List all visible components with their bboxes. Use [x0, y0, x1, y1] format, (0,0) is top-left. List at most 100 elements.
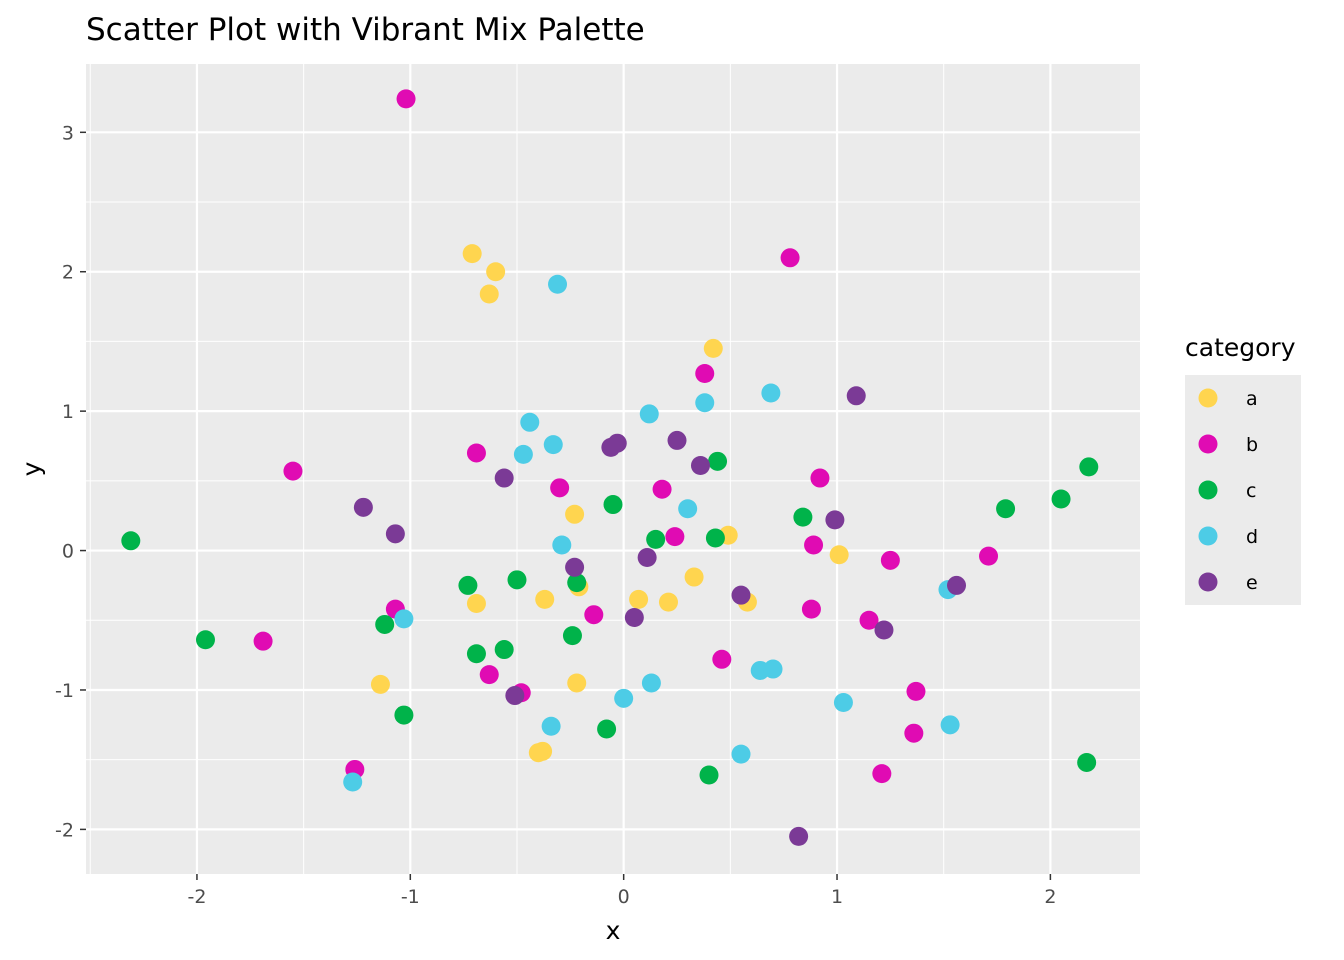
plot-panel	[86, 64, 1140, 874]
data-point-c	[708, 451, 728, 471]
data-point-b	[859, 610, 879, 630]
data-point-e	[731, 585, 751, 605]
data-point-c	[494, 640, 514, 660]
data-point-c	[603, 495, 623, 515]
data-point-e	[874, 620, 894, 640]
y-axis-title: y	[17, 461, 46, 476]
legend-label-e: e	[1246, 572, 1258, 594]
data-point-d	[763, 659, 783, 679]
data-point-c	[597, 719, 617, 739]
data-point-b	[652, 479, 672, 499]
x-tick-label: 0	[618, 886, 630, 908]
data-point-a	[829, 545, 849, 565]
y-tick-label: 2	[62, 262, 74, 284]
data-point-b	[584, 605, 604, 625]
legend-key-d	[1198, 526, 1218, 546]
data-point-a	[658, 592, 678, 612]
data-point-e	[624, 607, 644, 627]
data-point-b	[872, 764, 892, 784]
data-point-e	[505, 686, 525, 706]
data-point-e	[846, 386, 866, 406]
data-point-b	[804, 535, 824, 555]
data-point-d	[541, 716, 561, 736]
legend-key-b	[1198, 434, 1218, 454]
data-point-e	[825, 510, 845, 530]
data-point-c	[394, 705, 414, 725]
y-tick-label: 1	[62, 401, 74, 423]
data-point-c	[507, 570, 527, 590]
legend-label-c: c	[1246, 480, 1256, 502]
data-point-b	[780, 248, 800, 268]
data-points	[121, 89, 1099, 846]
data-point-e	[353, 497, 373, 517]
data-point-c	[1077, 752, 1097, 772]
legend: category a b c d e	[1185, 333, 1301, 605]
data-point-e	[607, 433, 627, 453]
legend-label-b: b	[1246, 434, 1258, 456]
data-point-e	[690, 456, 710, 476]
data-point-a	[370, 674, 390, 694]
data-point-a	[567, 673, 587, 693]
data-point-d	[695, 393, 715, 413]
legend-key-c	[1198, 480, 1218, 500]
data-point-b	[283, 461, 303, 481]
x-axis: -2 -1 0 1 2	[187, 874, 1056, 908]
y-tick-label: 0	[62, 541, 74, 563]
legend-key-a	[1198, 388, 1218, 408]
data-point-d	[731, 744, 751, 764]
x-tick-label: -2	[187, 886, 206, 908]
data-point-d	[833, 693, 853, 713]
data-point-c	[1051, 489, 1071, 509]
data-point-a	[535, 589, 555, 609]
x-tick-label: 1	[831, 886, 843, 908]
data-point-d	[614, 688, 634, 708]
data-point-c	[699, 765, 719, 785]
y-tick-label: -1	[55, 680, 74, 702]
data-point-c	[1079, 457, 1099, 477]
data-point-e	[385, 524, 405, 544]
data-point-d	[343, 772, 363, 792]
legend-label-d: d	[1246, 526, 1258, 548]
data-point-d	[394, 609, 414, 629]
data-point-e	[637, 548, 657, 568]
x-tick-label: -1	[401, 886, 420, 908]
data-point-c	[793, 507, 813, 527]
data-point-b	[479, 665, 499, 685]
legend-title: category	[1185, 333, 1296, 362]
data-point-e	[494, 468, 514, 488]
data-point-c	[121, 531, 141, 551]
data-point-d	[641, 673, 661, 693]
data-point-d	[678, 499, 698, 519]
data-point-b	[880, 550, 900, 570]
y-tick-label: -2	[55, 819, 74, 841]
data-point-b	[712, 649, 732, 669]
data-point-b	[695, 364, 715, 384]
data-point-e	[789, 826, 809, 846]
data-point-b	[904, 723, 924, 743]
data-point-d	[520, 412, 540, 432]
data-point-b	[906, 681, 926, 701]
data-point-c	[567, 573, 587, 593]
data-point-b	[466, 443, 486, 463]
data-point-c	[195, 630, 215, 650]
data-point-a	[565, 504, 585, 524]
data-point-b	[810, 468, 830, 488]
data-point-b	[396, 89, 416, 109]
data-point-d	[940, 715, 960, 735]
data-point-c	[996, 499, 1016, 519]
y-tick-label: 3	[62, 122, 74, 144]
x-tick-label: 2	[1044, 886, 1056, 908]
data-point-e	[667, 430, 687, 450]
data-point-d	[761, 383, 781, 403]
chart-title: Scatter Plot with Vibrant Mix Palette	[86, 12, 645, 48]
data-point-d	[548, 274, 568, 294]
data-point-a	[462, 244, 482, 264]
data-point-a	[629, 589, 649, 609]
data-point-c	[375, 614, 395, 634]
data-point-d	[552, 535, 572, 555]
data-point-a	[479, 284, 499, 304]
data-point-a	[466, 594, 486, 614]
data-point-a	[703, 338, 723, 358]
x-axis-title: x	[606, 916, 621, 945]
data-point-b	[253, 631, 273, 651]
